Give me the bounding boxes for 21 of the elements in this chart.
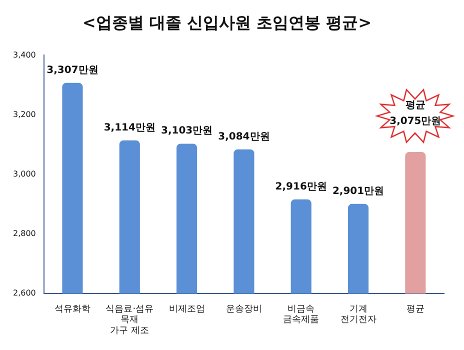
y-tick-label: 2,600	[12, 288, 36, 298]
data-label: 2,916만원	[275, 181, 327, 192]
data-label: 3,307만원	[46, 64, 98, 76]
data-label: 3,103만원	[160, 126, 213, 137]
y-tick-label: 2,800	[12, 229, 36, 238]
data-label: 3,075만원	[390, 116, 442, 128]
x-tick-label: 비금속 금속제품	[283, 304, 320, 326]
chart-title: <업종별 대졸 신입사원 초임연봉 평균>	[82, 12, 372, 32]
y-tick-label: 3,000	[12, 169, 36, 178]
data-label: 3,084만원	[218, 131, 270, 142]
y-tick-label: 3,400	[12, 50, 36, 60]
x-tick-label: 운송장비	[226, 304, 262, 314]
data-label: 3,114만원	[104, 122, 156, 134]
x-tick-label: 식음료·섬유 목재 가구 제조	[106, 304, 154, 336]
x-tick-label: 평균	[406, 304, 424, 314]
annotation: 평균	[405, 100, 426, 112]
x-tick-label: 석유화학	[54, 304, 90, 314]
x-tick-label: 비제조업	[168, 304, 205, 314]
data-label: 2,901만원	[332, 186, 384, 197]
x-tick-label: 기계 전기전자	[340, 304, 376, 326]
y-tick-label: 3,200	[12, 110, 36, 119]
